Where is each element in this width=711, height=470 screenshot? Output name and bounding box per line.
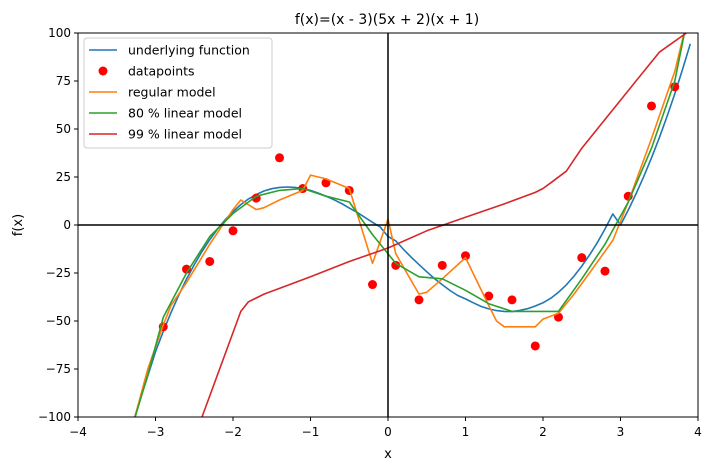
datapoint-marker (507, 295, 517, 305)
y-axis-label: f(x) (11, 214, 26, 236)
x-axis-ticks: −4 −3 −2 −1 0 1 2 3 4 (69, 417, 702, 439)
y-tick-label: 100 (48, 26, 71, 40)
x-axis-label: x (384, 447, 392, 462)
legend-label: regular model (128, 85, 216, 100)
x-tick-label: 4 (694, 425, 702, 439)
legend-label: 99 % linear model (128, 127, 242, 142)
80-linear-model-line (134, 33, 686, 417)
regular-model-line (134, 33, 685, 417)
x-tick-label: −4 (69, 425, 87, 439)
plot-area (77, 32, 699, 418)
legend-box (83, 37, 273, 149)
legend-marker (98, 66, 108, 76)
y-tick-label: −100 (38, 410, 71, 424)
y-tick-label: −75 (46, 362, 71, 376)
datapoint-marker (484, 291, 494, 301)
y-tick-label: 50 (56, 122, 71, 136)
datapoint-marker (577, 253, 587, 263)
datapoint-marker (647, 101, 656, 111)
x-tick-label: 2 (539, 425, 547, 439)
datapoint-marker (414, 295, 424, 305)
y-axis-ticks: −100 −75 −50 −25 0 25 50 75 100 (38, 26, 78, 424)
x-tick-label: 0 (384, 425, 392, 439)
x-tick-label: −2 (224, 425, 242, 439)
datapoint-marker (391, 260, 401, 270)
99-linear-model-line (201, 33, 687, 417)
x-tick-label: 3 (617, 425, 625, 439)
x-tick-label: −3 (147, 425, 165, 439)
datapoint-marker (368, 280, 377, 290)
datapoint-marker (182, 264, 191, 274)
datapoint-marker (205, 256, 215, 266)
y-tick-label: −25 (46, 266, 71, 280)
y-tick-label: 0 (63, 218, 71, 232)
legend-label: underlying function (128, 43, 250, 58)
underlying-function-line (133, 43, 692, 417)
datapoint-marker (461, 251, 470, 261)
datapoint-marker (228, 226, 238, 236)
datapoint-marker (437, 260, 447, 270)
chart-title: f(x)=(x - 3)(5x + 2)(x + 1) (295, 12, 479, 28)
datapoint-marker (530, 341, 540, 351)
y-tick-label: 75 (56, 74, 71, 88)
x-tick-label: 1 (462, 425, 470, 439)
x-tick-label: −1 (302, 425, 320, 439)
datapoint-marker (600, 266, 610, 276)
datapoint-marker (275, 153, 284, 163)
legend: underlying function datapoints regular mod… (83, 37, 273, 149)
y-tick-label: 25 (56, 170, 71, 184)
legend-label: 80 % linear model (128, 106, 242, 121)
y-tick-label: −50 (46, 314, 71, 328)
legend-label: datapoints (128, 64, 195, 79)
